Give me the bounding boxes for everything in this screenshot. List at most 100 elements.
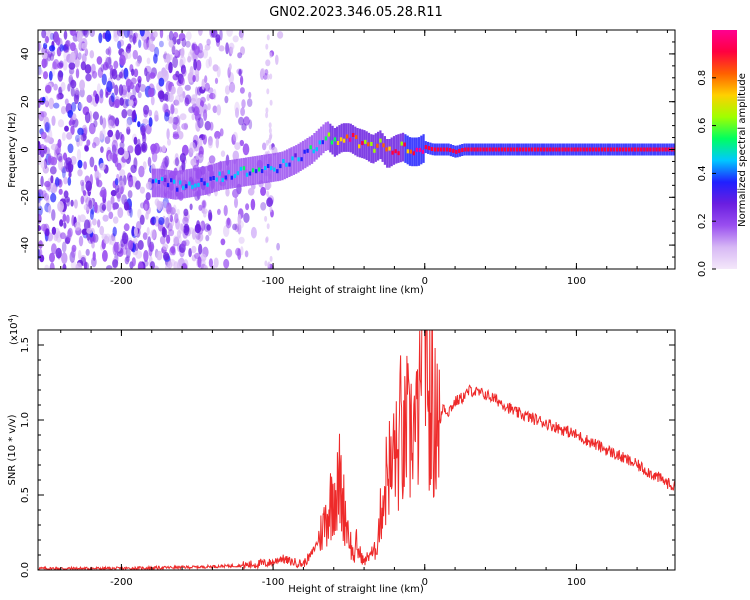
spectrogram-ridge-halo: [242, 157, 245, 187]
spectrogram-noise-cell: [112, 203, 116, 211]
spectrogram-noise-cell: [191, 113, 195, 121]
spectrogram-noise-cell: [238, 116, 245, 126]
spectrogram-noise-cell: [153, 53, 158, 64]
spectrogram-noise-cell: [164, 155, 170, 168]
spectrogram-noise-cell: [38, 205, 43, 216]
spectrogram-xlabel: Height of straight line (km): [288, 285, 424, 296]
spectrogram-ridge-cell: [546, 147, 549, 152]
spectrogram-noise-cell: [197, 256, 202, 268]
spectrogram-noise-cell: [170, 103, 175, 115]
spectrogram-ridge-cell: [467, 147, 470, 152]
spectrogram-ridge-halo: [313, 133, 316, 162]
spectrogram-noise-cell: [62, 167, 66, 179]
y-tick-label: 40: [20, 48, 31, 61]
spectrogram-noise-cell: [158, 77, 165, 87]
spectrogram-noise-cell: [151, 216, 157, 225]
spectrogram-noise-cell: [224, 95, 229, 104]
spectrogram-noise-cell: [215, 137, 219, 149]
spectrogram-noise-cell: [106, 265, 113, 269]
spectrogram-noise-cell: [83, 161, 87, 170]
spectrogram-noise-cell: [164, 111, 170, 122]
spectrogram-noise-cell: [137, 91, 142, 99]
spectrogram-noise-cell: [232, 35, 239, 43]
spectrogram-ridge-cell: [540, 147, 543, 152]
spectrogram-noise-cell: [208, 155, 216, 164]
spectrogram-ridge-halo: [197, 167, 200, 197]
spectrogram-ridge-halo: [447, 143, 450, 156]
spectrogram-noise-cell: [159, 90, 165, 103]
spectrogram-ridge-cell: [279, 164, 282, 169]
spectrogram-ridge-cell: [537, 147, 540, 152]
spectrogram-ridge-cell: [482, 147, 485, 152]
spectrogram-ridge-halo: [290, 147, 293, 176]
spectrogram-ridge-halo: [415, 137, 418, 167]
spectrogram-ridge-halo: [381, 133, 384, 162]
spectrogram-noise-cell: [98, 93, 104, 104]
spectrogram-noise-cell: [55, 36, 61, 46]
spectrogram-ridge-cell: [379, 138, 382, 143]
spectrogram-noise-cell: [148, 87, 155, 98]
spectrogram-noise-cell: [63, 222, 67, 229]
spectrogram-noise-cell: [250, 226, 257, 239]
spectrogram-noise-cell: [132, 109, 136, 120]
spectrogram-noise-cell: [113, 241, 119, 253]
colorbar-tick-label: 0.8: [697, 70, 708, 86]
spectrogram-ridge-cell: [254, 169, 258, 174]
spectrogram-noise-cell: [80, 179, 85, 187]
spectrogram-ridge-cell: [643, 147, 646, 152]
spectrogram-ridge-halo: [593, 143, 596, 156]
spectrogram-ridge-cell: [315, 147, 318, 152]
spectrogram-ridge-cell: [549, 147, 552, 152]
spectrogram-noise-cell: [269, 206, 273, 213]
spectrogram-noise-cell: [78, 134, 84, 147]
spectrogram-ridge-halo: [163, 169, 166, 198]
spectrogram-noise-cell: [212, 88, 217, 101]
spectrogram-noise-cell: [247, 98, 253, 107]
spectrogram-noise-cell: [250, 198, 256, 211]
spectrogram-noise-cell: [128, 99, 134, 107]
spectrogram-ridge-halo: [358, 128, 361, 158]
spectrogram-noise-cell: [168, 229, 175, 237]
spectrogram-noise-cell: [173, 107, 179, 115]
spectrogram-noise-cell: [154, 46, 160, 58]
figure-title: GN02.2023.346.05.28.R11: [269, 5, 443, 20]
snr-multiplier-base: (x10: [9, 322, 20, 345]
spectrogram-noise-cell: [117, 209, 122, 216]
spectrogram-noise-cell: [137, 240, 144, 250]
spectrogram-noise-cell: [43, 193, 50, 201]
spectrogram-noise-cell: [135, 60, 141, 67]
spectrogram-noise-cell: [156, 200, 161, 211]
spectrogram-noise-cell: [65, 157, 72, 166]
spectrogram-ridge-halo: [402, 132, 405, 162]
spectrogram-ridge-halo: [172, 170, 175, 200]
spectrogram-noise-cell: [49, 262, 55, 269]
spectrogram-ridge-halo: [299, 142, 302, 171]
spectrogram-ridge-halo: [181, 169, 184, 199]
spectrogram-ridge-halo: [370, 134, 373, 163]
spectrogram-ridge-halo: [224, 160, 227, 190]
spectrogram-noise-cell: [109, 67, 114, 80]
spectrogram-ridge-cell: [215, 177, 218, 182]
spectrogram-noise-cell: [183, 122, 189, 131]
spectrogram-noise-cell: [189, 66, 194, 78]
spectrogram-ridge-cell: [170, 178, 173, 183]
spectrogram-noise-cell: [79, 214, 86, 223]
spectrogram-noise-cell: [133, 136, 138, 145]
spectrogram-noise-cell: [127, 240, 134, 250]
spectrogram-noise-cell: [240, 46, 245, 56]
spectrogram-noise-cell: [212, 64, 219, 72]
spectrogram-ridge-cell: [236, 171, 240, 176]
spectrogram-noise-cell: [110, 189, 117, 197]
spectrogram-noise-cell: [65, 39, 71, 47]
spectrogram-noise-cell: [108, 235, 112, 245]
spectrogram-noise-cell: [184, 94, 192, 105]
spectrogram-ridge-cell: [637, 147, 640, 152]
spectrogram-noise-cell: [143, 104, 150, 115]
spectrogram-noise-cell: [264, 215, 268, 222]
spectrogram-ridge-halo: [331, 125, 334, 155]
spectrogram-noise-cell: [86, 139, 91, 146]
spectrogram-noise-cell: [84, 64, 92, 74]
spectrogram-ridge-halo: [347, 123, 350, 152]
spectrogram-noise-cell: [177, 259, 182, 269]
spectrogram-ridge-halo: [183, 169, 186, 199]
